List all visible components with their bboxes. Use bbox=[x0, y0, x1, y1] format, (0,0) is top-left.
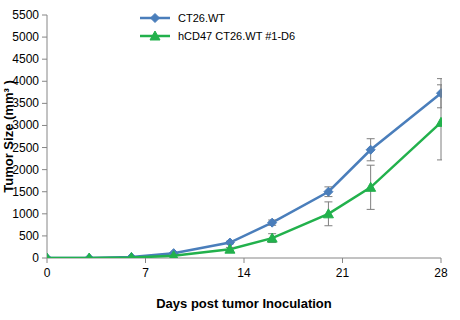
y-tick bbox=[42, 125, 47, 126]
series-line bbox=[47, 93, 441, 258]
series-marker bbox=[324, 187, 333, 196]
error-bar bbox=[367, 165, 375, 209]
error-bar bbox=[437, 85, 442, 160]
series-marker bbox=[436, 117, 442, 126]
series-line bbox=[47, 122, 441, 258]
y-axis bbox=[47, 15, 48, 258]
x-tick-label: 28 bbox=[434, 266, 448, 280]
plot-area bbox=[47, 79, 442, 258]
series-marker bbox=[84, 253, 94, 258]
y-tick-label: 0 bbox=[32, 251, 39, 265]
x-tick-label: 21 bbox=[336, 266, 350, 280]
x-tick bbox=[145, 258, 146, 263]
y-tick bbox=[42, 37, 47, 38]
y-tick bbox=[42, 258, 47, 259]
error-bar bbox=[324, 187, 332, 197]
y-tick bbox=[42, 81, 47, 82]
legend-label: CT26.WT bbox=[178, 12, 225, 24]
y-axis-title: Tumor Size (mm³ ) bbox=[1, 80, 16, 192]
y-tick-label: 1000 bbox=[12, 207, 39, 221]
y-tick-label: 4000 bbox=[12, 74, 39, 88]
y-tick bbox=[42, 103, 47, 104]
x-tick bbox=[244, 258, 245, 263]
series-marker bbox=[323, 209, 333, 218]
series-marker bbox=[225, 244, 235, 253]
y-tick bbox=[42, 15, 47, 16]
y-tick-label: 2500 bbox=[12, 141, 39, 155]
y-tick bbox=[42, 191, 47, 192]
x-tick-label: 7 bbox=[142, 266, 149, 280]
x-tick bbox=[441, 258, 442, 263]
error-bar bbox=[324, 202, 332, 226]
y-tick-label: 3500 bbox=[12, 96, 39, 110]
y-tick-label: 1500 bbox=[12, 185, 39, 199]
series-marker bbox=[268, 218, 277, 227]
error-bar bbox=[367, 139, 375, 161]
y-tick bbox=[42, 213, 47, 214]
y-tick bbox=[42, 59, 47, 60]
legend-marker bbox=[151, 14, 160, 23]
y-tick-label: 2000 bbox=[12, 163, 39, 177]
legend-marker bbox=[150, 31, 160, 40]
series-marker bbox=[267, 233, 277, 242]
y-tick bbox=[42, 147, 47, 148]
x-axis-title: Days post tumor Inoculation bbox=[156, 296, 332, 311]
y-tick bbox=[42, 169, 47, 170]
error-bar bbox=[268, 234, 276, 243]
y-tick-label: 5000 bbox=[12, 30, 39, 44]
series-marker bbox=[366, 145, 375, 154]
y-tick-label: 4500 bbox=[12, 52, 39, 66]
legend: CT26.WT hCD47 CT26.WT #1-D6 bbox=[140, 12, 295, 42]
series-marker bbox=[169, 251, 179, 258]
chart: 0 500 1000 1500 2000 2500 3000 3500 4000 4500 5000… bbox=[0, 0, 460, 320]
y-tick-label: 3000 bbox=[12, 118, 39, 132]
series-marker bbox=[47, 253, 52, 258]
x-tick bbox=[342, 258, 343, 263]
legend-label: hCD47 CT26.WT #1-D6 bbox=[178, 30, 295, 42]
x-tick bbox=[47, 258, 48, 263]
y-tick bbox=[42, 235, 47, 236]
x-tick-label: 14 bbox=[237, 266, 251, 280]
y-tick-label: 5500 bbox=[12, 8, 39, 22]
series-marker bbox=[126, 253, 136, 258]
series-marker bbox=[366, 182, 376, 191]
x-tick-label: 0 bbox=[44, 266, 51, 280]
y-tick-label: 500 bbox=[19, 229, 39, 243]
